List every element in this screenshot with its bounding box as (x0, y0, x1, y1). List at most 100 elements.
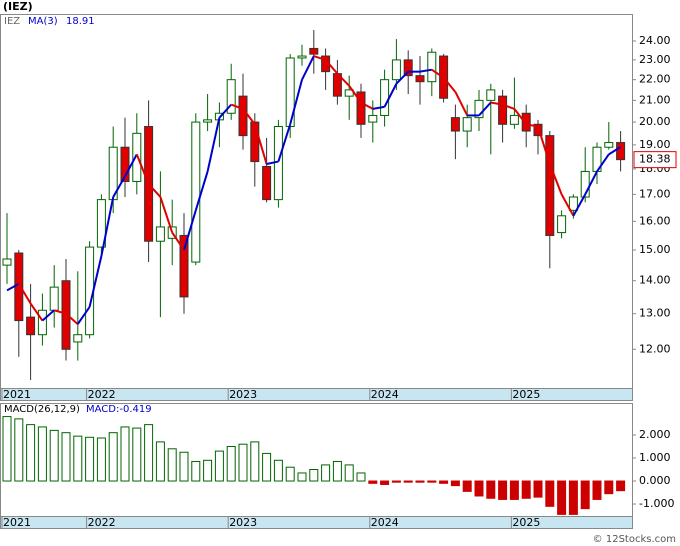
candle-body (49, 286, 59, 311)
candle-body (616, 142, 626, 161)
x-tick-label: 2024 (371, 388, 399, 401)
macd-bar (509, 480, 519, 500)
y-tick-label: 23.00 (639, 53, 671, 66)
ma-segment (526, 123, 539, 128)
ma-segment (242, 108, 256, 125)
ma-segment (454, 91, 469, 116)
candle-body (486, 89, 496, 101)
y-tick-label: 1.000 (639, 451, 671, 464)
macd-bar (403, 480, 413, 483)
ma-segment (548, 163, 563, 195)
ma-segment (218, 103, 232, 119)
candle-body (226, 79, 236, 114)
ma-segment (17, 283, 32, 305)
macd-bar (203, 459, 213, 482)
candle-body (427, 51, 437, 83)
ma-segment (336, 72, 350, 87)
ma-segment (253, 124, 268, 165)
ma-segment (159, 196, 174, 233)
candle-body (509, 114, 519, 125)
candle-body (191, 121, 201, 263)
ma-segment (513, 108, 527, 125)
x-tick-label: 2021 (3, 516, 31, 529)
macd-bar (439, 480, 449, 484)
price-panel (0, 14, 633, 389)
macd-bar (262, 452, 272, 482)
y-tick-label: 13.00 (639, 307, 671, 320)
ma-segment (596, 153, 610, 172)
ma-segment (560, 193, 575, 217)
macd-bar (568, 480, 578, 515)
macd-bar (462, 480, 472, 492)
ma-segment (572, 193, 587, 217)
ma-segment (372, 105, 385, 110)
macd-current-name: MACD: (86, 404, 119, 415)
candle-body (179, 234, 189, 298)
candle-body (568, 196, 578, 211)
candle-body (262, 165, 272, 201)
y-tick-label: 19.00 (639, 138, 671, 151)
candle-body (533, 123, 543, 137)
macd-bar (49, 429, 59, 482)
macd-bar (297, 472, 307, 482)
ma-segment (29, 302, 44, 322)
macd-bar (273, 459, 283, 482)
legend-ma: MA(3) (28, 16, 58, 27)
macd-bar (179, 451, 189, 482)
macd-bar (214, 450, 224, 482)
macd-bar (285, 466, 295, 482)
ma-segment (88, 255, 103, 308)
x-tick-label: 2023 (229, 388, 257, 401)
candle-body (462, 117, 472, 132)
macd-bar (120, 426, 130, 482)
candle-body (368, 114, 378, 123)
macd-title: MACD(26,12,9) (4, 404, 80, 415)
ma-segment (348, 85, 362, 104)
macd-bar (332, 460, 342, 482)
ma-segment (194, 171, 209, 211)
ma-segment (147, 183, 162, 198)
y-tick-label: 20.00 (639, 115, 671, 128)
macd-bar (380, 480, 390, 485)
macd-bar (474, 480, 484, 497)
year-band (0, 516, 633, 529)
macd-bar (85, 436, 95, 482)
candle-body (557, 215, 567, 234)
macd-bar (616, 480, 626, 492)
macd-bar (450, 480, 460, 487)
ma-segment (478, 101, 492, 117)
y-tick-label: 17.00 (639, 187, 671, 200)
macd-bar (391, 480, 401, 483)
macd-bar (356, 472, 366, 482)
watermark: © 12Stocks.com (593, 534, 676, 545)
macd-bar (61, 432, 71, 482)
year-band (0, 388, 633, 401)
macd-bar (144, 424, 154, 482)
candle-body (309, 47, 319, 55)
macd-bar (96, 437, 106, 482)
ma-segment (41, 309, 55, 322)
macd-panel (0, 403, 633, 517)
x-tick-label: 2023 (229, 516, 257, 529)
ma-segment (135, 153, 150, 185)
chart-title: (IEZ) (3, 0, 33, 13)
y-tick-label: 24.00 (639, 34, 671, 47)
ma-segment (100, 196, 115, 257)
ma-segment (537, 126, 551, 165)
candle-body (2, 258, 12, 266)
macd-bar (14, 418, 24, 482)
y-tick-label: 16.00 (639, 214, 671, 227)
ma-segment (395, 70, 409, 85)
candle-body (120, 146, 130, 182)
ma-segment (183, 210, 197, 251)
y-tick-label: -1.000 (639, 497, 674, 510)
macd-bar (155, 441, 165, 482)
macd-bar (557, 480, 567, 515)
ma-segment (419, 68, 432, 73)
ma-segment (124, 153, 138, 177)
candle-body (450, 117, 460, 132)
x-tick-label: 2022 (88, 516, 116, 529)
y-tick-label: 21.00 (639, 93, 671, 106)
candle-body (250, 121, 260, 163)
